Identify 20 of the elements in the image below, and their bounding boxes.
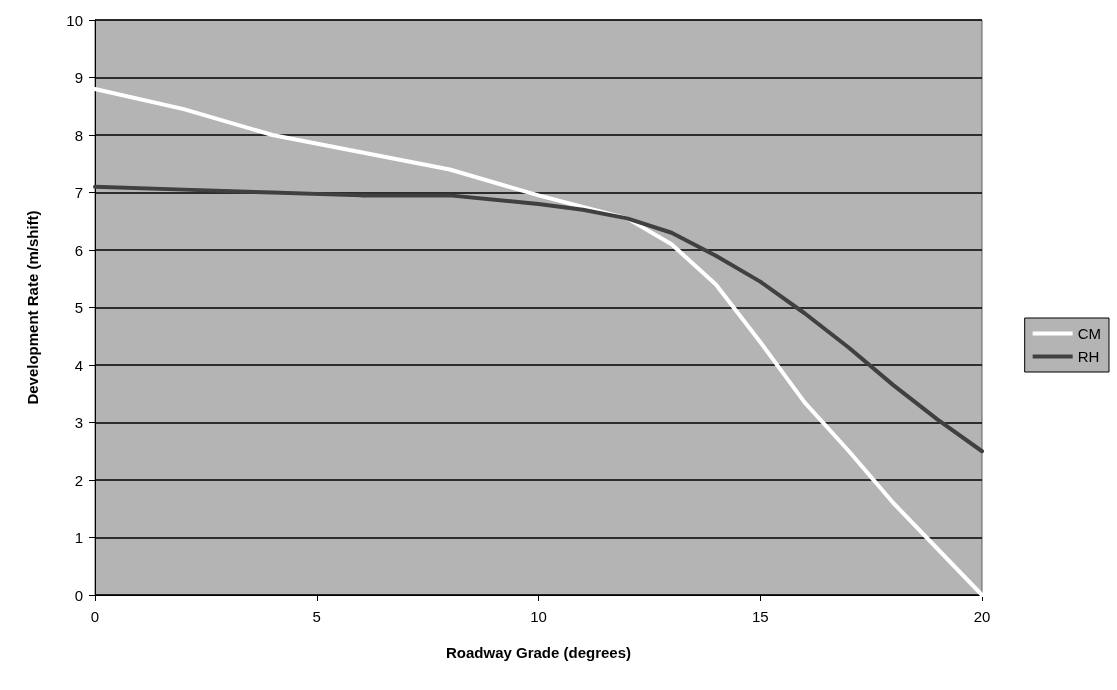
y-tick-label: 8 [74, 126, 83, 144]
legend-label: CM [1077, 325, 1101, 342]
y-tick-label: 5 [74, 299, 83, 316]
y-tick-label: 4 [74, 356, 83, 374]
x-tick-label: 15 [751, 608, 769, 625]
y-axis-title: Development Rate (m/shift) [24, 210, 41, 405]
legend-label: RH [1077, 348, 1100, 365]
y-tick-label: 10 [66, 11, 83, 29]
y-tick-label: 1 [74, 529, 83, 546]
x-tick-label: 20 [973, 608, 991, 625]
y-tick-label: 3 [74, 414, 83, 431]
x-axis-title: Roadway Grade (degrees) [445, 644, 632, 661]
x-tick-label: 0 [90, 608, 100, 625]
y-tick-label: 9 [74, 69, 83, 86]
x-tick-label: 10 [530, 608, 547, 625]
y-tick-label: 2 [74, 471, 83, 489]
y-tick-label: 7 [74, 184, 83, 201]
y-tick-label: 6 [74, 241, 83, 259]
y-tick-label: 0 [74, 586, 83, 604]
x-tick-label: 5 [312, 608, 321, 625]
